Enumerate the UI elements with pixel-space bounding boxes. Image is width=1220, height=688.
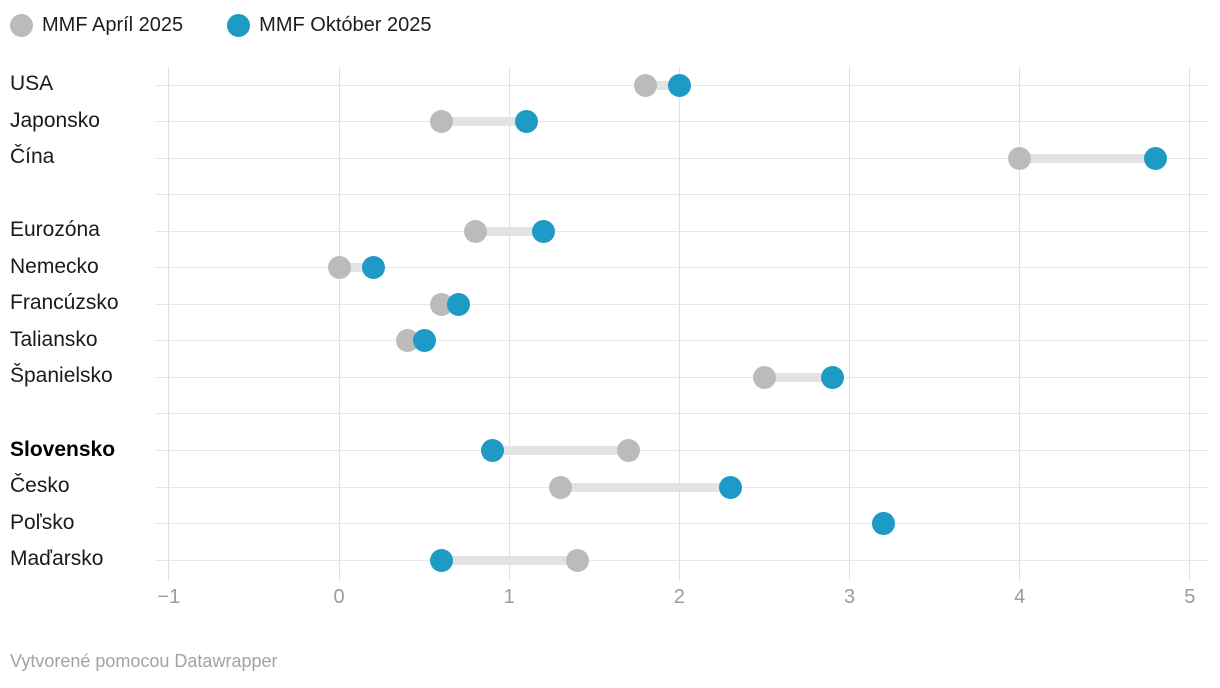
row-label-maďarsko: Maďarsko — [10, 547, 104, 571]
april-legend-dot-icon — [10, 14, 33, 37]
change-connector — [560, 482, 731, 492]
april-dot-eurozóna — [463, 219, 487, 243]
legend-item-april: MMF Apríl 2025 — [10, 14, 183, 37]
october-dot-francúzsko — [446, 292, 470, 316]
april-dot-čína — [1008, 146, 1032, 170]
x-tick-label: 3 — [843, 586, 856, 608]
april-dot-slovensko — [616, 439, 640, 462]
row-label-poľsko: Poľsko — [10, 510, 75, 534]
row-label-japonsko: Japonsko — [10, 108, 100, 132]
x-gridline — [678, 67, 680, 580]
october-dot-slovensko — [480, 439, 504, 462]
october-dot-eurozóna — [531, 219, 555, 243]
row-label-slovensko: Slovensko — [10, 437, 116, 461]
row-gridline — [155, 121, 1208, 123]
april-dot-maďarsko — [565, 548, 589, 572]
october-dot-česko — [718, 475, 742, 499]
october-dot-španielsko — [820, 365, 844, 389]
datawrapper-attribution-link[interactable]: Vytvorené pomocou Datawrapper — [10, 651, 278, 671]
x-tick-label: 1 — [503, 586, 515, 608]
april-dot-francúzsko — [429, 292, 453, 316]
change-connector — [1019, 153, 1156, 163]
x-gridline — [338, 67, 340, 580]
april-dot-nemecko — [327, 256, 351, 280]
change-connector — [475, 226, 544, 236]
row-gridline — [155, 303, 1208, 305]
x-gridline — [168, 67, 170, 580]
row-label-česko: Česko — [10, 474, 70, 498]
row-gridline — [155, 413, 1208, 415]
x-tick-label: 2 — [673, 586, 685, 608]
october-legend-dot-icon — [227, 14, 251, 37]
change-connector — [492, 446, 629, 455]
april-dot-japonsko — [429, 110, 453, 134]
october-dot-nemecko — [361, 256, 385, 280]
october-dot-poľsko — [872, 512, 896, 536]
row-gridline — [155, 157, 1208, 159]
april-dot-taliansko — [395, 329, 419, 353]
row-gridline — [155, 450, 1208, 451]
change-connector — [441, 117, 527, 127]
x-gridline — [1019, 67, 1021, 580]
legend-item-october: MMF Október 2025 — [227, 14, 431, 37]
april-dot-usa — [633, 73, 657, 97]
row-gridline — [155, 523, 1208, 525]
legend: MMF Apríl 2025 MMF Október 2025 — [10, 14, 431, 37]
april-dot-španielsko — [752, 365, 776, 389]
row-gridline — [155, 267, 1208, 269]
row-label-čína: Čína — [10, 145, 55, 169]
october-dot-čína — [1144, 146, 1168, 170]
october-dot-japonsko — [514, 110, 538, 134]
row-gridline — [155, 230, 1208, 232]
x-tick-label: 5 — [1184, 586, 1196, 608]
row-gridline — [155, 340, 1208, 342]
x-gridline — [508, 67, 510, 580]
october-dot-usa — [667, 73, 691, 97]
october-dot-taliansko — [412, 329, 436, 353]
change-connector — [339, 263, 374, 273]
row-label-usa: USA — [10, 72, 54, 95]
x-gridline — [849, 67, 850, 580]
row-gridline — [155, 559, 1208, 561]
x-tick-label: −1 — [157, 586, 181, 608]
x-tick-label: 4 — [1014, 586, 1026, 608]
change-connector — [764, 372, 833, 382]
april-dot-česko — [548, 475, 572, 499]
change-connector — [441, 555, 578, 565]
x-tick-label: 0 — [333, 586, 345, 608]
row-gridline — [155, 376, 1208, 378]
legend-label-april: MMF Apríl 2025 — [42, 14, 184, 36]
x-gridline — [1189, 67, 1191, 580]
change-connector — [645, 80, 680, 90]
legend-label-october: MMF Október 2025 — [259, 14, 432, 36]
row-label-taliansko: Taliansko — [10, 327, 98, 351]
october-dot-maďarsko — [429, 548, 453, 572]
row-label-francúzsko: Francúzsko — [10, 291, 119, 315]
row-label-španielsko: Španielsko — [10, 364, 113, 388]
row-gridline — [155, 194, 1208, 196]
row-label-nemecko: Nemecko — [10, 254, 99, 278]
row-label-eurozóna: Eurozóna — [10, 218, 100, 242]
